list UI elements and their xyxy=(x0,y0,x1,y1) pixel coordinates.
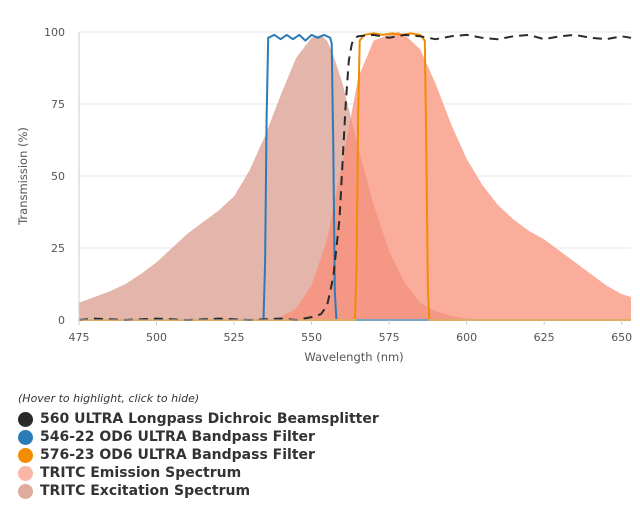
x-axis-title: Wavelength (nm) xyxy=(304,350,403,364)
legend-item-576-23-od6-ultra-bandpass-filter[interactable]: 576-23 OD6 ULTRA Bandpass Filter xyxy=(18,446,379,464)
line-560-ultra-longpass-dichroic-beamsplitter[interactable] xyxy=(78,33,632,321)
legend-label: TRITC Excitation Spectrum xyxy=(40,483,251,499)
y-tick-label-25: 25 xyxy=(51,242,65,255)
x-axis-ticks: 475 500 525 550 575 600 625 650 xyxy=(69,320,632,344)
x-tick-label-600: 600 xyxy=(456,331,477,344)
legend-hint: (Hover to highlight, click to hide) xyxy=(18,392,200,405)
y-tick-label-0: 0 xyxy=(58,314,65,327)
x-tick-label-500: 500 xyxy=(146,331,167,344)
y-tick-label-50: 50 xyxy=(51,170,65,183)
x-tick-label-550: 550 xyxy=(301,331,322,344)
x-tick-label-475: 475 xyxy=(69,331,90,344)
x-tick-label-575: 575 xyxy=(379,331,400,344)
y-axis-ticks: 0 25 50 75 100 xyxy=(44,26,65,327)
x-tick-label-625: 625 xyxy=(534,331,555,344)
legend-label: TRITC Emission Spectrum xyxy=(40,465,242,481)
legend: 560 ULTRA Longpass Dichroic Beamsplitter… xyxy=(18,410,379,500)
legend-swatch-icon xyxy=(18,411,33,427)
area-tritc-excitation-spectrum[interactable] xyxy=(79,34,498,321)
legend-item-tritc-emission-spectrum[interactable]: TRITC Emission Spectrum xyxy=(18,464,379,482)
legend-item-tritc-excitation-spectrum[interactable]: TRITC Excitation Spectrum xyxy=(18,482,379,500)
legend-swatch-icon xyxy=(18,429,33,445)
axes xyxy=(78,32,631,321)
series-tritc-excitation-spectrum[interactable] xyxy=(79,34,498,321)
x-tick-label-650: 650 xyxy=(611,331,632,344)
legend-label: 546-22 OD6 ULTRA Bandpass Filter xyxy=(40,429,315,445)
legend-swatch-icon xyxy=(18,483,33,499)
series-546-22-od6-ultra-bandpass-filter[interactable] xyxy=(79,33,631,321)
legend-label: 576-23 OD6 ULTRA Bandpass Filter xyxy=(40,447,315,463)
legend-item-560-ultra-longpass-dichroic-beamsplitter[interactable]: 560 ULTRA Longpass Dichroic Beamsplitter xyxy=(18,410,379,428)
y-axis-title: Transmission (%) xyxy=(16,127,30,226)
line-576-23-od6-ultra-bandpass-filter[interactable] xyxy=(79,32,631,321)
legend-swatch-icon xyxy=(18,447,33,463)
legend-label: 560 ULTRA Longpass Dichroic Beamsplitter xyxy=(40,411,379,427)
series-layer xyxy=(78,32,632,321)
y-tick-label-100: 100 xyxy=(44,26,65,39)
series-576-23-od6-ultra-bandpass-filter[interactable] xyxy=(79,32,631,321)
legend-swatch-icon xyxy=(18,465,33,481)
spectrum-chart: 475 500 525 550 575 600 625 650 0 25 50 75 100 Wave… xyxy=(16,26,632,364)
line-546-22-od6-ultra-bandpass-filter[interactable] xyxy=(79,33,631,321)
x-tick-label-525: 525 xyxy=(224,331,245,344)
y-tick-label-75: 75 xyxy=(51,98,65,111)
series-560-ultra-longpass-dichroic-beamsplitter[interactable] xyxy=(78,33,632,321)
legend-item-546-22-od6-ultra-bandpass-filter[interactable]: 546-22 OD6 ULTRA Bandpass Filter xyxy=(18,428,379,446)
